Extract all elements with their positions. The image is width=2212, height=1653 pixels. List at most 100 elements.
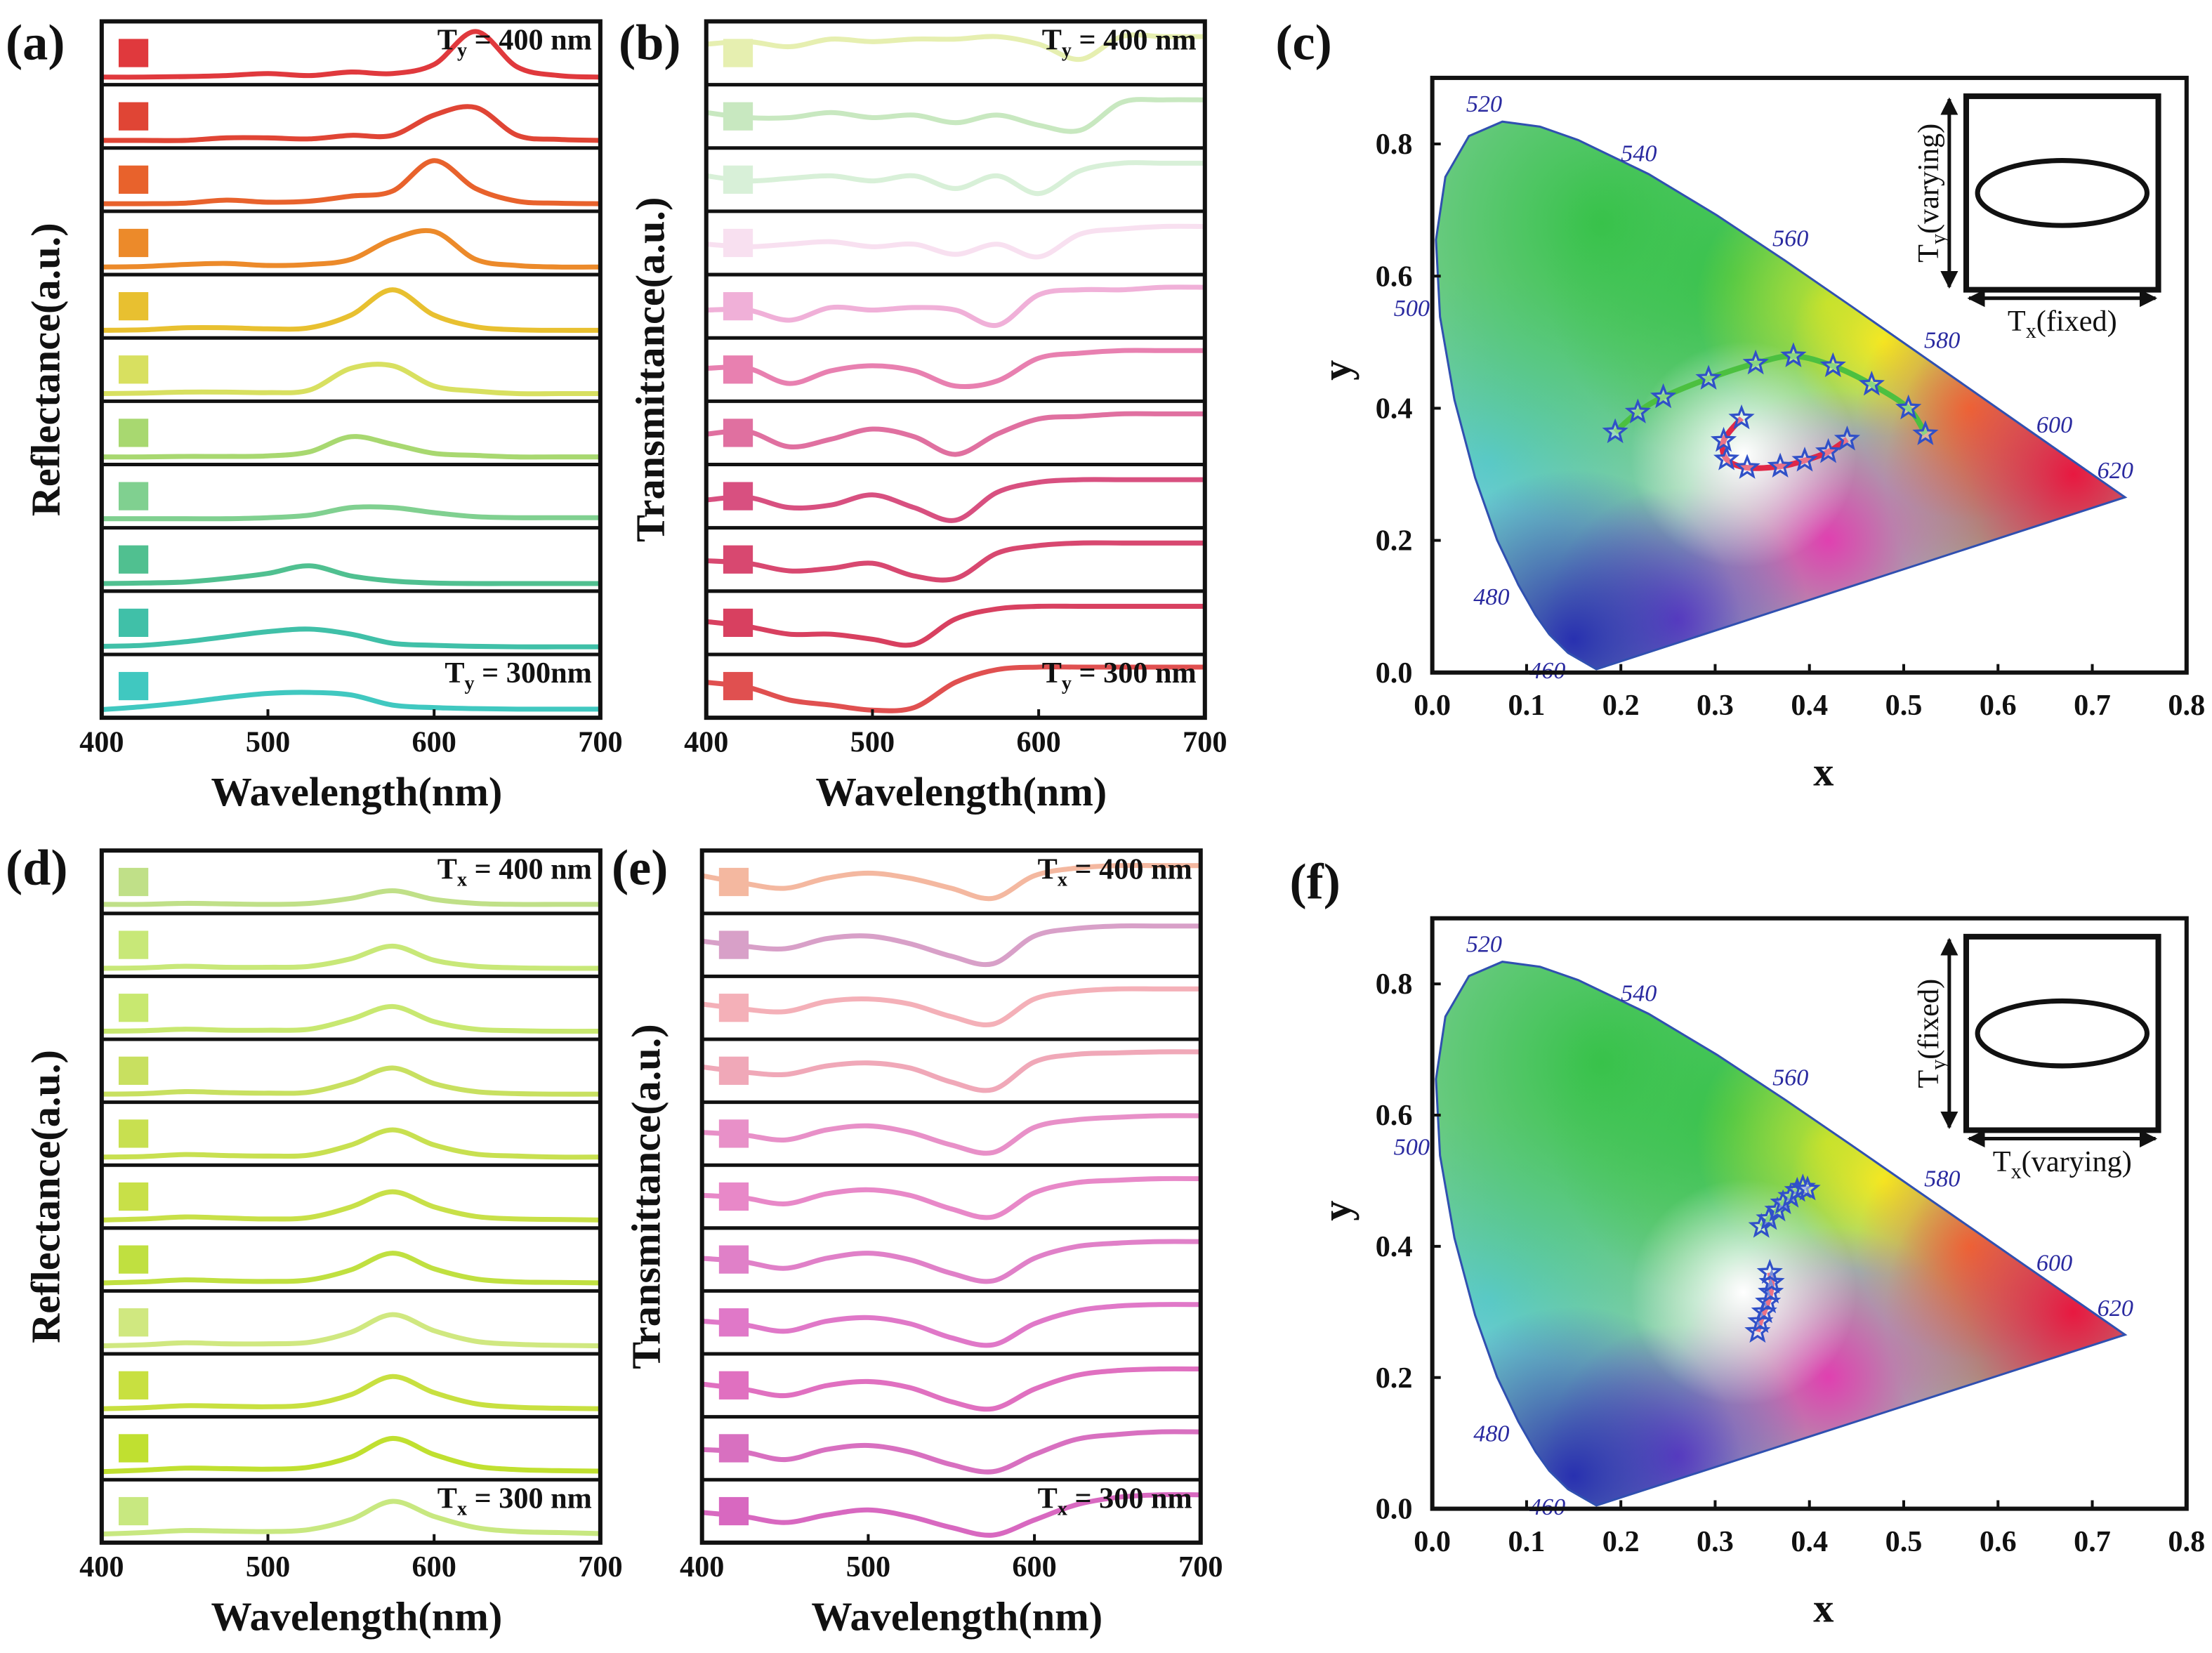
x-tick-label: 0.6 [1980, 1525, 2017, 1558]
spectrum-line [702, 1429, 1201, 1475]
color-blob [1630, 341, 1857, 568]
x-axis-label: Wavelength(nm) [815, 769, 1107, 815]
annotation: Tx = 300 nm [437, 1482, 592, 1520]
panel-label: (d) [6, 838, 68, 895]
spectrum-line [101, 888, 600, 907]
plot-frame [704, 19, 1207, 720]
locus-label: 480 [1473, 584, 1509, 610]
star-marker [1602, 418, 1628, 444]
spectrum-line [706, 540, 1205, 583]
panel-label: (b) [619, 14, 681, 71]
spectrum-line [101, 1189, 600, 1223]
color-swatch [118, 545, 149, 574]
y-axis-label: Transmittance(a.u.) [623, 1024, 669, 1369]
spectrum-line [101, 563, 600, 586]
color-swatch [118, 671, 149, 701]
spectrum-line [101, 1374, 600, 1411]
spectrum-line [101, 1435, 600, 1475]
y-tick-label: 0.6 [1376, 260, 1413, 293]
x-axis-label: x [1813, 1585, 1834, 1631]
inset-frame [1963, 93, 2161, 293]
star-marker [1895, 394, 1922, 420]
spectrum-line [702, 923, 1201, 968]
x-tick-label: 0.0 [1414, 1525, 1451, 1558]
text-rest: (fixed) [1912, 979, 1945, 1060]
spectrum-line [101, 504, 600, 522]
spectrum-line [101, 690, 600, 713]
spectrum-line [101, 1251, 600, 1286]
x-tick-label: 700 [578, 725, 622, 758]
x-tick-label: 500 [846, 1550, 890, 1583]
color-swatch [118, 482, 149, 511]
locus-label: 600 [2036, 412, 2072, 438]
y-axis-label: Reflectance(a.u.) [22, 223, 68, 516]
locus-label: 600 [2036, 1250, 2072, 1276]
spectrum-line [702, 862, 1201, 902]
star-marker [1794, 1175, 1821, 1201]
text-sub: x [2011, 1159, 2022, 1183]
x-tick-label: 400 [79, 725, 124, 758]
text-rest: (varying) [1912, 124, 1945, 234]
star-marker [1815, 437, 1842, 463]
text-rest: = 400 nm [467, 24, 592, 57]
spectrum-line [101, 1127, 600, 1160]
locus-label: 540 [1621, 980, 1657, 1006]
x-axis-label: Wavelength(nm) [211, 769, 503, 815]
color-swatch [118, 228, 149, 258]
star-marker [1650, 383, 1677, 409]
color-swatch [118, 1371, 149, 1400]
spectrum-line [101, 104, 600, 143]
text-rest: = 400 nm [467, 852, 592, 885]
color-swatch [118, 1119, 149, 1148]
inset-label: Ty(varying) [1912, 124, 1950, 263]
color-swatch [118, 608, 149, 638]
spectrum-line [101, 228, 600, 270]
x-axis-label: Wavelength(nm) [211, 1594, 503, 1640]
x-tick-label: 400 [79, 1550, 124, 1583]
star-marker [1858, 370, 1885, 396]
text-sub: x [2026, 319, 2036, 343]
locus-label: 520 [1466, 932, 1502, 958]
spectrum-line [101, 158, 600, 206]
spectrum-line [101, 1003, 600, 1034]
x-tick-label: 0.5 [1885, 1525, 1923, 1558]
x-tick-label: 500 [850, 725, 895, 758]
star-marker [1834, 425, 1861, 451]
y-tick-label: 0.4 [1376, 1230, 1413, 1263]
spectrum-line [101, 1499, 600, 1537]
annotation: Ty = 300nm [445, 657, 591, 694]
text-main: T [1993, 1145, 2011, 1178]
spectrum-line [706, 411, 1205, 457]
text-rest: = 300 nm [467, 1482, 592, 1515]
x-tick-label: 0.7 [2074, 689, 2111, 722]
locus-label: 500 [1394, 296, 1430, 322]
x-tick-label: 0.6 [1980, 689, 2017, 722]
text-rest: = 400 nm [1072, 24, 1197, 57]
star-marker [1695, 364, 1722, 390]
color-swatch [118, 1496, 149, 1526]
spectrum-line [702, 1239, 1201, 1284]
x-tick-label: 600 [1012, 1550, 1056, 1583]
locus-label: 620 [2098, 458, 2133, 484]
plot-frame [99, 19, 603, 720]
x-axis-label: x [1813, 749, 1834, 795]
color-swatch [118, 1434, 149, 1463]
spectrum-line [702, 1113, 1201, 1156]
text-sub: y [1062, 673, 1072, 694]
text-rest: (fixed) [2036, 305, 2117, 338]
spectrum-line [702, 1049, 1201, 1093]
x-tick-label: 0.5 [1885, 689, 1923, 722]
spectral-locus [1435, 961, 2128, 1507]
color-blob [1630, 1179, 1857, 1406]
star-marker [1819, 352, 1846, 378]
text-main: T [1042, 657, 1062, 690]
text-main: T [437, 852, 457, 885]
x-tick-label: 0.3 [1697, 689, 1734, 722]
spectrum-line [706, 603, 1205, 648]
color-swatch [718, 1496, 749, 1526]
star-marker [1742, 349, 1769, 375]
annotation: Tx = 300 nm [1038, 1482, 1192, 1520]
color-swatch [118, 1182, 149, 1211]
annotation: Ty = 400 nm [1042, 24, 1197, 62]
